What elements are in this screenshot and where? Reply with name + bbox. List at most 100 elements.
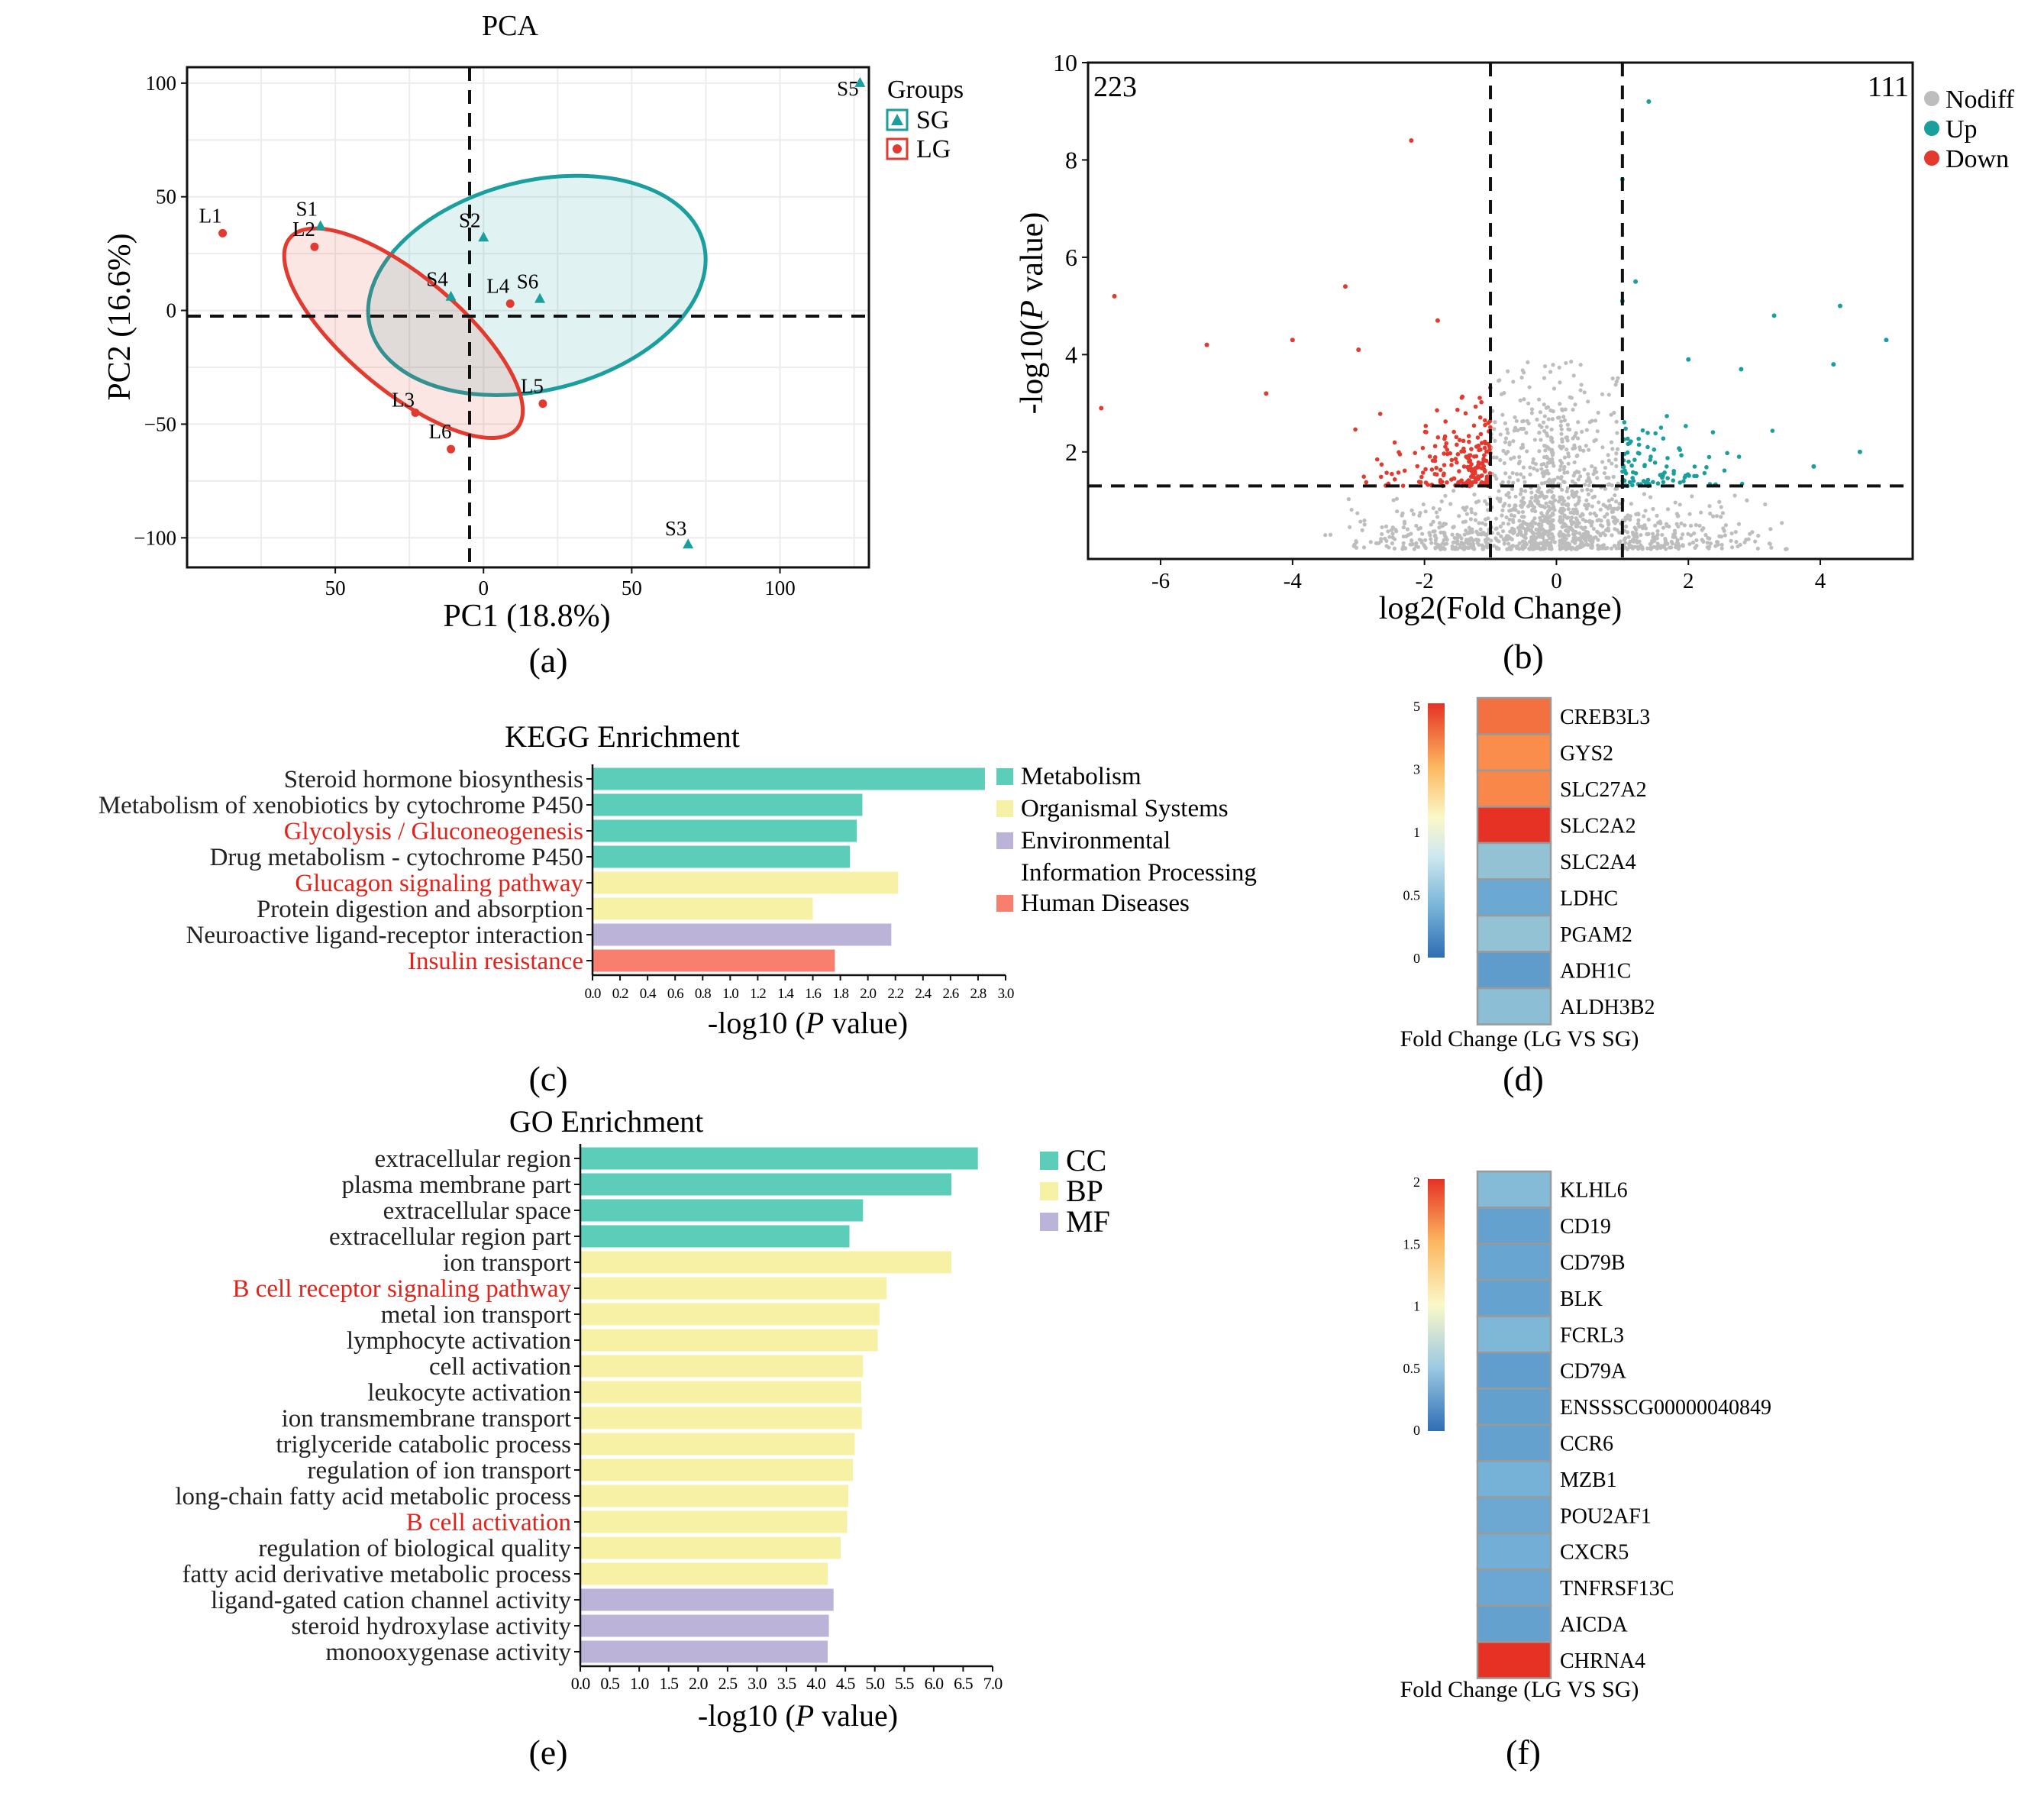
volcano-point-up [1632, 457, 1637, 462]
volcano-point-up [1642, 464, 1647, 469]
volcano-point-up [1707, 454, 1712, 460]
volcano-point-nodiff [1551, 363, 1555, 367]
volcano-point-nodiff [1553, 498, 1558, 502]
volcano-point-nodiff [1565, 486, 1570, 490]
volcano-point-nodiff [1393, 528, 1398, 532]
volcano-point-nodiff [1529, 411, 1534, 415]
go-bar [580, 1459, 854, 1481]
heatmap-d-scale-label: 1 [1413, 825, 1420, 840]
go-category-label: steroid hydroxylase activity [291, 1613, 571, 1640]
heatmap-f-cell [1476, 1423, 1552, 1462]
pca-point-l6 [447, 444, 456, 454]
volcano-point-nodiff [1550, 447, 1555, 452]
go-xtick-label: 6.5 [954, 1674, 974, 1693]
volcano-point-nodiff [1692, 531, 1697, 536]
go-xtick-label: 7.0 [983, 1674, 1003, 1693]
kegg-xtick-label: 2.4 [915, 986, 932, 1002]
volcano-point-nodiff [1577, 531, 1582, 535]
volcano-point-down [1464, 454, 1468, 459]
volcano-point-nodiff [1606, 521, 1611, 525]
volcano-point-nodiff [1501, 503, 1506, 509]
pca-point-label-s5: S5 [837, 77, 859, 100]
volcano-point-nodiff [1756, 533, 1761, 538]
volcano-point-down [1364, 480, 1369, 485]
volcano-point-nodiff [1566, 427, 1571, 431]
volcano-point-up [1661, 480, 1666, 485]
volcano-point-nodiff [1526, 421, 1531, 426]
volcano-point-nodiff [1784, 547, 1789, 551]
volcano-point-nodiff [1738, 542, 1742, 547]
volcano-point-down [1374, 457, 1380, 462]
volcano-point-nodiff [1668, 545, 1672, 550]
volcano-point-nodiff [1544, 405, 1548, 410]
volcano-point-nodiff [1564, 515, 1569, 520]
pca-legend: Groups SG LG [886, 76, 964, 163]
go-axis: 0.0 0.5 1.0 1.5 2.0 2.5 3.0 3.5 4.0 4.5 5.0 5.5 6.0 6… [571, 1144, 1003, 1693]
volcano-point-nodiff [1419, 540, 1424, 545]
heatmap-d-scale-ticks: 5 3 1 0.5 0 [1403, 699, 1421, 966]
kegg-bar [593, 923, 892, 946]
volcano-point-nodiff [1655, 541, 1660, 546]
go-xtick-label: 4.5 [836, 1674, 856, 1693]
volcano-point-nodiff [1537, 449, 1542, 454]
kegg-category-label: Glycolysis / Gluconeogenesis [284, 818, 583, 845]
volcano-point-nodiff [1733, 530, 1738, 535]
volcano-point-nodiff [1611, 474, 1616, 480]
volcano-point-nodiff [1508, 529, 1513, 534]
volcano-point-up [1679, 453, 1684, 458]
volcano-point-nodiff [1584, 498, 1589, 502]
volcano-point-nodiff [1547, 536, 1552, 541]
volcano-point-nodiff [1500, 480, 1505, 485]
volcano-point-down [1470, 467, 1474, 472]
heatmap-d-gene-label: GYS2 [1560, 741, 1613, 765]
volcano-point-down [1445, 447, 1450, 452]
volcano-point-down [1456, 480, 1461, 485]
volcano-point-nodiff [1590, 418, 1594, 423]
volcano-point-down [1379, 462, 1384, 467]
kegg-xtick-label: 2.2 [887, 986, 903, 1002]
volcano-point-down [1342, 284, 1348, 289]
volcano-point-nodiff [1484, 502, 1490, 506]
volcano-point-nodiff [1390, 525, 1395, 530]
volcano-point-nodiff [1558, 544, 1562, 549]
volcano-point-down [1435, 408, 1439, 413]
volcano-point-down [1479, 399, 1484, 405]
volcano-point-nodiff [1539, 481, 1544, 486]
volcano-point-nodiff [1648, 495, 1653, 499]
volcano-point-nodiff [1642, 523, 1647, 528]
volcano-point-nodiff [1541, 535, 1545, 540]
volcano-point-nodiff [1512, 530, 1517, 535]
kegg-legend-metabolism: Metabolism [1021, 763, 1141, 790]
volcano-point-nodiff [1560, 502, 1564, 506]
volcano-point-nodiff [1506, 522, 1511, 526]
volcano-point-down [1429, 467, 1435, 472]
volcano-point-nodiff [1603, 533, 1607, 538]
volcano-point-nodiff [1550, 511, 1555, 515]
volcano-point-nodiff [1505, 427, 1510, 431]
volcano-point-nodiff [1637, 525, 1642, 529]
volcano-point-nodiff [1507, 441, 1512, 445]
volcano-point-nodiff [1522, 426, 1526, 431]
volcano-point-nodiff [1421, 502, 1426, 507]
heatmap-d-gene-label: ALDH3B2 [1560, 996, 1655, 1019]
volcano-point-nodiff [1729, 531, 1734, 536]
volcano-point-down [1476, 460, 1481, 465]
pca-xtick-label: 50 [325, 577, 346, 599]
volcano-count-up: 111 [1868, 71, 1909, 103]
volcano-point-nodiff [1614, 546, 1619, 551]
volcano-point-nodiff [1437, 507, 1442, 512]
volcano-point-up [1694, 473, 1699, 479]
volcano-point-down [1264, 391, 1269, 396]
volcano-point-nodiff [1521, 502, 1526, 507]
volcano-point-down [1468, 482, 1473, 486]
pca-xticks: 50 0 50 100 [325, 567, 796, 599]
kegg-category-label: Drug metabolism - cytochrome P450 [210, 844, 583, 871]
volcano-point-nodiff [1591, 526, 1597, 531]
volcano-point-nodiff [1613, 457, 1618, 462]
pca-legend-lg-marker [893, 144, 902, 153]
volcano-point-nodiff [1572, 434, 1577, 438]
volcano-point-nodiff [1580, 512, 1584, 516]
volcano-point-nodiff [1521, 496, 1526, 500]
volcano-point-down [1461, 464, 1467, 469]
volcano-point-nodiff [1432, 529, 1437, 534]
